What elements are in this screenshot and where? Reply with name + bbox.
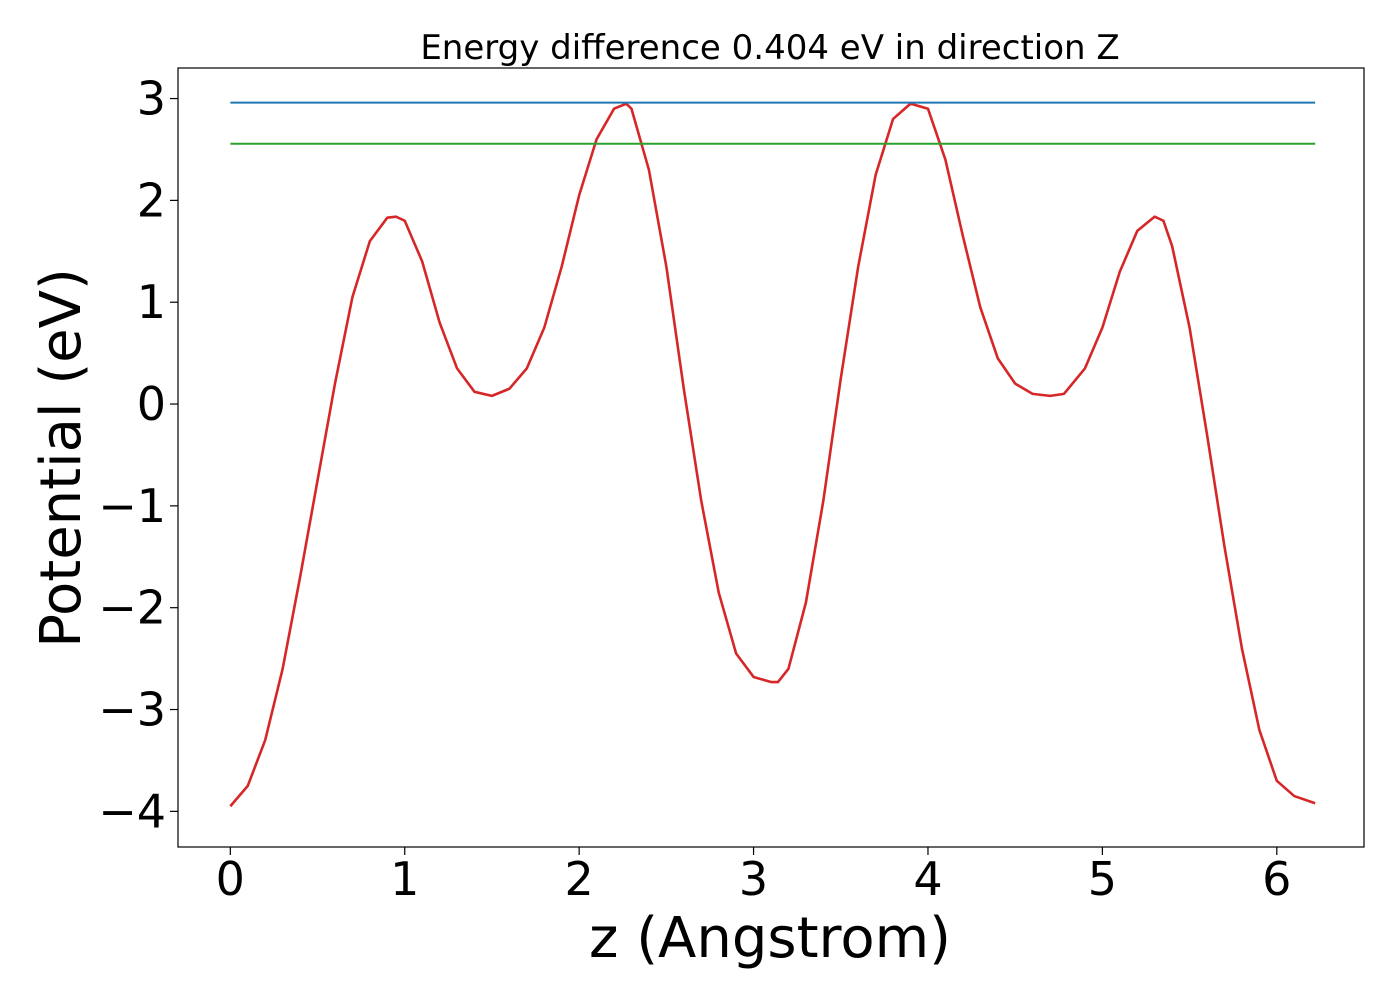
series-layer [229,101,1316,808]
series-line-0 [229,102,1316,808]
y-tick-label: −2 [98,581,166,635]
chart-title: Energy difference 0.404 eV in direction … [420,28,1119,68]
y-tick-label: 3 [137,72,166,126]
x-tick-label: 5 [1088,852,1117,906]
y-tick-label: 1 [137,275,166,329]
x-axis-ticks: 0 1 2 3 4 5 6 [216,847,1291,906]
x-tick-label: 3 [739,852,768,906]
y-axis-ticks: −4 −3 −2 −1 0 1 2 3 [98,72,178,838]
x-tick-label: 2 [565,852,594,906]
x-tick-label: 4 [913,852,942,906]
y-tick-label: −3 [98,683,166,737]
y-tick-label: 2 [137,173,166,227]
x-tick-label: 0 [216,852,245,906]
y-axis-label: Potential (eV) [29,268,94,648]
x-axis-label: z (Angstrom) [589,906,951,971]
x-tick-label: 1 [390,852,419,906]
y-tick-label: −4 [98,784,166,838]
x-tick-label: 6 [1262,852,1291,906]
y-tick-label: −1 [98,479,166,533]
y-tick-label: 0 [137,377,166,431]
plot-area-frame [177,67,1365,848]
